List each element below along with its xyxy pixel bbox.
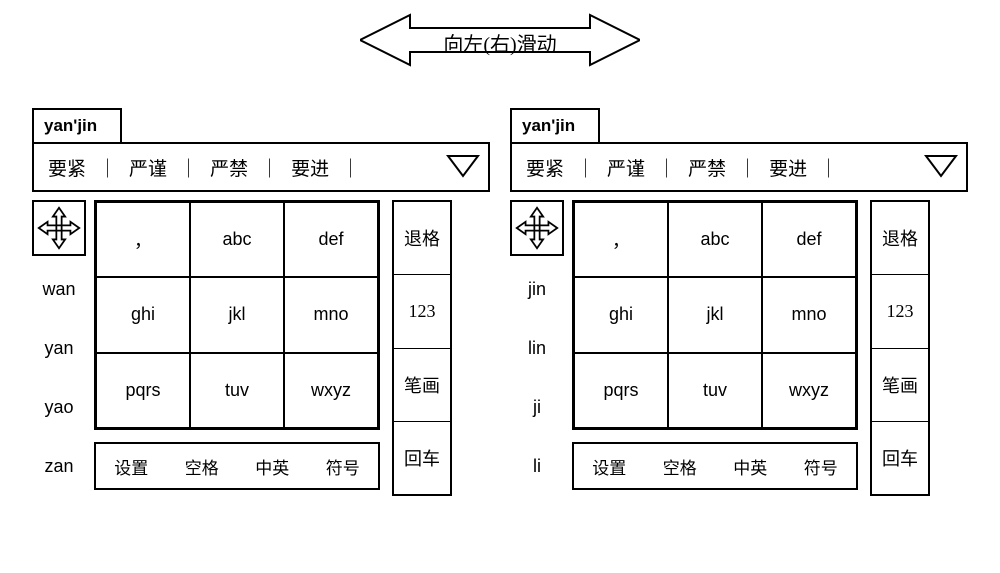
- key[interactable]: mno: [762, 277, 856, 352]
- move-icon[interactable]: [32, 200, 86, 256]
- separator: ｜: [570, 154, 601, 181]
- keyboard-panel-left: yan'jin 要紧 ｜ 严谨 ｜ 严禁 ｜ 要进 ｜: [32, 108, 490, 496]
- separator: ｜: [92, 154, 123, 181]
- key-grid: ， abc def ghi jkl mno pqrs tuv wxyz: [94, 200, 380, 430]
- settings-button[interactable]: 设置: [114, 454, 148, 479]
- stroke-button[interactable]: 笔画: [872, 349, 928, 422]
- right-column: 退格 123 笔画 回车: [392, 200, 452, 496]
- settings-button[interactable]: 设置: [592, 454, 626, 479]
- right-column: 退格 123 笔画 回车: [870, 200, 930, 496]
- key[interactable]: mno: [284, 277, 378, 352]
- key[interactable]: pqrs: [96, 353, 190, 428]
- candidate[interactable]: 严谨: [123, 154, 173, 181]
- separator: ｜: [254, 154, 285, 181]
- enter-button[interactable]: 回车: [394, 422, 450, 494]
- candidate-row: 要紧 ｜ 严谨 ｜ 严禁 ｜ 要进 ｜: [32, 142, 490, 192]
- separator: ｜: [335, 154, 366, 181]
- space-button[interactable]: 空格: [185, 454, 219, 479]
- numbers-button[interactable]: 123: [394, 275, 450, 348]
- lang-toggle-button[interactable]: 中英: [733, 454, 767, 479]
- expand-candidates-icon[interactable]: [924, 154, 958, 180]
- syllable-item[interactable]: lin: [528, 329, 546, 369]
- pinyin-tab: yan'jin: [510, 108, 600, 142]
- key[interactable]: def: [284, 202, 378, 277]
- key[interactable]: ，: [574, 202, 668, 277]
- key[interactable]: ghi: [574, 277, 668, 352]
- syllable-item[interactable]: jin: [528, 270, 546, 310]
- pinyin-tab: yan'jin: [32, 108, 122, 142]
- symbols-button[interactable]: 符号: [326, 454, 360, 479]
- syllable-list: jin lin ji li: [510, 256, 564, 496]
- key[interactable]: tuv: [668, 353, 762, 428]
- move-icon[interactable]: [510, 200, 564, 256]
- keyboard-panel-right: yan'jin 要紧 ｜ 严谨 ｜ 严禁 ｜ 要进 ｜: [510, 108, 968, 496]
- key-grid: ， abc def ghi jkl mno pqrs tuv wxyz: [572, 200, 858, 430]
- swipe-arrow: 向左(右)滑动: [360, 10, 640, 70]
- syllable-item[interactable]: yao: [44, 388, 73, 428]
- key[interactable]: def: [762, 202, 856, 277]
- candidate[interactable]: 要进: [763, 154, 813, 181]
- syllable-item[interactable]: ji: [533, 388, 541, 428]
- key[interactable]: wxyz: [284, 353, 378, 428]
- backspace-button[interactable]: 退格: [872, 202, 928, 275]
- enter-button[interactable]: 回车: [872, 422, 928, 494]
- key[interactable]: tuv: [190, 353, 284, 428]
- syllable-item[interactable]: zan: [44, 447, 73, 487]
- main-row: wan yan yao zan ， abc def ghi jkl mno pq…: [32, 200, 490, 496]
- candidate[interactable]: 要紧: [42, 154, 92, 181]
- main-row: jin lin ji li ， abc def ghi jkl mno pqrs…: [510, 200, 968, 496]
- stroke-button[interactable]: 笔画: [394, 349, 450, 422]
- candidate-row: 要紧 ｜ 严谨 ｜ 严禁 ｜ 要进 ｜: [510, 142, 968, 192]
- separator: ｜: [651, 154, 682, 181]
- bottom-bar: 设置 空格 中英 符号: [572, 442, 858, 490]
- backspace-button[interactable]: 退格: [394, 202, 450, 275]
- candidate[interactable]: 严禁: [682, 154, 732, 181]
- key[interactable]: abc: [668, 202, 762, 277]
- candidate[interactable]: 要紧: [520, 154, 570, 181]
- candidate[interactable]: 要进: [285, 154, 335, 181]
- lang-toggle-button[interactable]: 中英: [255, 454, 289, 479]
- candidate[interactable]: 严谨: [601, 154, 651, 181]
- key[interactable]: jkl: [668, 277, 762, 352]
- candidate[interactable]: 严禁: [204, 154, 254, 181]
- mid-column: ， abc def ghi jkl mno pqrs tuv wxyz 设置 空…: [572, 200, 858, 496]
- syllable-list: wan yan yao zan: [32, 256, 86, 496]
- numbers-button[interactable]: 123: [872, 275, 928, 348]
- bottom-bar: 设置 空格 中英 符号: [94, 442, 380, 490]
- separator: ｜: [813, 154, 844, 181]
- mid-column: ， abc def ghi jkl mno pqrs tuv wxyz 设置 空…: [94, 200, 380, 496]
- syllable-item[interactable]: yan: [44, 329, 73, 369]
- left-column: wan yan yao zan: [32, 200, 86, 496]
- syllable-item[interactable]: wan: [42, 270, 75, 310]
- space-button[interactable]: 空格: [663, 454, 697, 479]
- swipe-label: 向左(右)滑动: [360, 28, 640, 57]
- key[interactable]: abc: [190, 202, 284, 277]
- key[interactable]: jkl: [190, 277, 284, 352]
- key[interactable]: ，: [96, 202, 190, 277]
- left-column: jin lin ji li: [510, 200, 564, 496]
- symbols-button[interactable]: 符号: [804, 454, 838, 479]
- syllable-item[interactable]: li: [533, 447, 541, 487]
- separator: ｜: [173, 154, 204, 181]
- expand-candidates-icon[interactable]: [446, 154, 480, 180]
- key[interactable]: pqrs: [574, 353, 668, 428]
- key[interactable]: wxyz: [762, 353, 856, 428]
- key[interactable]: ghi: [96, 277, 190, 352]
- separator: ｜: [732, 154, 763, 181]
